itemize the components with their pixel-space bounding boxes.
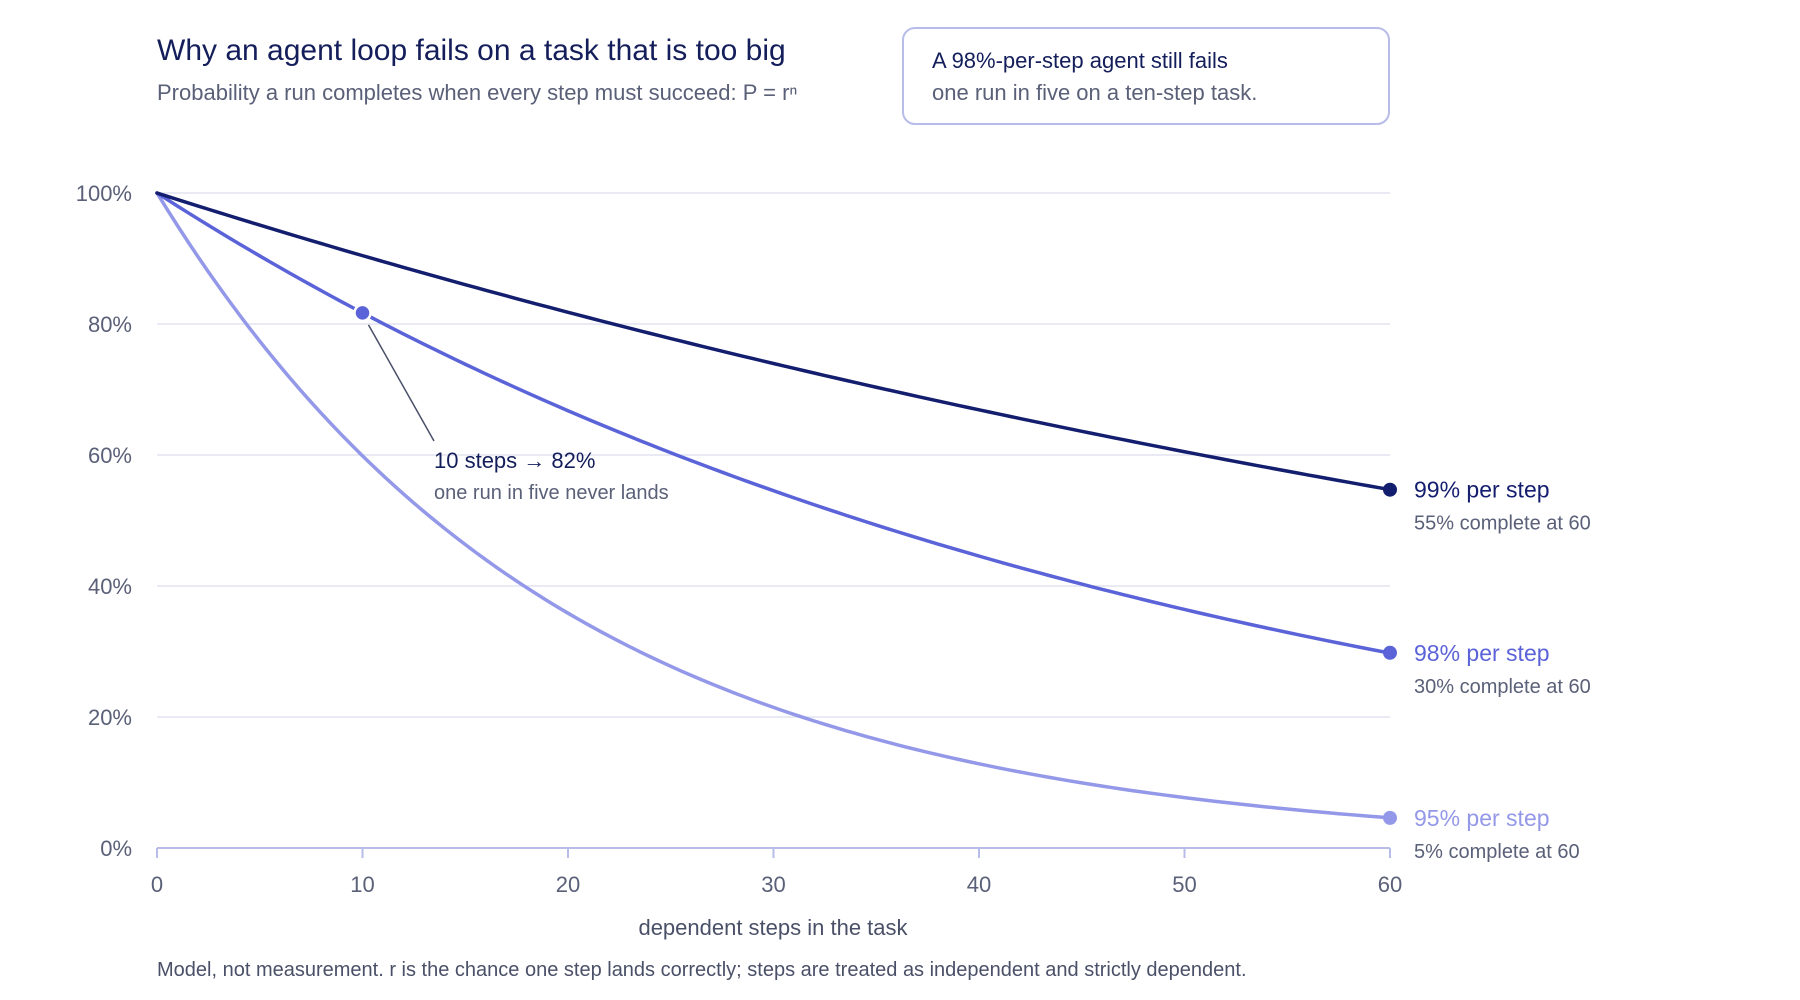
annotation: 10 steps → 82% one run in five never lan…: [353, 303, 669, 504]
annotation-leader: [367, 324, 435, 442]
series-end-note: 55% complete at 60: [1414, 513, 1591, 535]
annotation-dot: [353, 303, 372, 323]
series-line: [155, 191, 1392, 820]
series-name-label: 95% per step: [1414, 805, 1550, 831]
y-tick-label: 100%: [76, 181, 132, 206]
end-labels: 99% per step 55% complete at 60 98% per st…: [1383, 477, 1591, 863]
series-end-note: 5% complete at 60: [1414, 841, 1580, 863]
series-end-dot: [1383, 482, 1397, 497]
callout-box: A 98%-per-step agent still fails one run…: [902, 27, 1390, 125]
x-tick-label: 30: [761, 872, 785, 897]
callout-line1: A 98%-per-step agent still fails: [932, 48, 1228, 73]
series-lines: [155, 191, 1392, 820]
x-tick-label: 0: [151, 872, 163, 897]
x-tick-label: 60: [1378, 872, 1402, 897]
x-tick-label: 40: [967, 872, 991, 897]
annotation-main: 10 steps → 82%: [434, 448, 595, 473]
x-tick-label: 20: [556, 872, 580, 897]
y-tick-label: 80%: [88, 312, 132, 337]
x-axis-label: dependent steps in the task: [638, 915, 908, 940]
chart-subtitle: Probability a run completes when every s…: [157, 80, 797, 105]
x-tick-label: 50: [1172, 872, 1196, 897]
series-end-dot: [1383, 810, 1397, 825]
y-tick-label: 0%: [100, 836, 132, 861]
callout-frame: [902, 27, 1390, 125]
y-tick-label: 60%: [88, 443, 132, 468]
axes: 0% 20% 40% 60% 80% 100% 0 10 20 30 40 50 60: [76, 181, 1403, 897]
series-end-note: 30% complete at 60: [1414, 676, 1591, 698]
y-tick-label: 20%: [88, 705, 132, 730]
y-tick-label: 40%: [88, 574, 132, 599]
annotation-sub: one run in five never lands: [434, 482, 669, 504]
series-name-label: 99% per step: [1414, 477, 1550, 503]
footnote: Model, not measurement. r is the chance …: [157, 959, 1247, 981]
series-end-dot: [1383, 645, 1397, 660]
chart-title: Why an agent loop fails on a task that i…: [157, 34, 786, 67]
x-tick-label: 10: [350, 872, 374, 897]
series-line: [155, 191, 1392, 655]
series-line: [155, 191, 1392, 492]
callout-line2: one run in five on a ten-step task.: [932, 80, 1257, 105]
series-name-label: 98% per step: [1414, 640, 1550, 666]
